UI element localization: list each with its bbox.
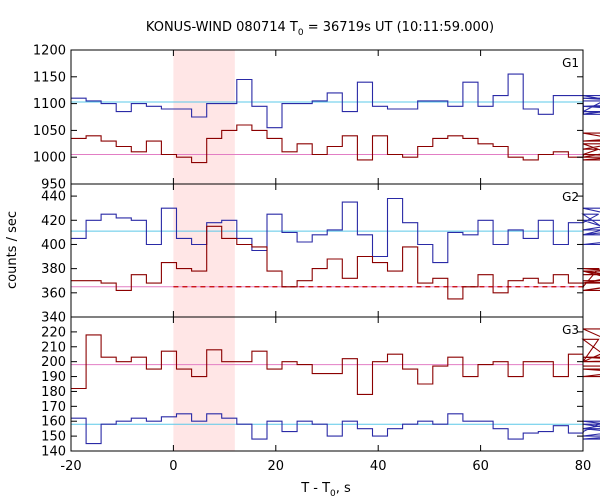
y-tick-label: 440	[41, 190, 66, 205]
burst-interval-highlight	[173, 50, 235, 451]
x-axis-title-main: T - T	[300, 481, 330, 496]
y-tick-label: 950	[41, 178, 66, 193]
y-axis-title: counts / sec	[5, 211, 20, 289]
y-tick-label: 420	[41, 214, 66, 229]
panel-frame	[70, 49, 584, 185]
panel-frame	[70, 183, 584, 318]
y-tick-label: 400	[41, 238, 66, 253]
x-tick-label: 20	[268, 459, 285, 474]
y-tick-label: 340	[41, 311, 66, 326]
series-line-2	[71, 225, 600, 300]
x-axis-title-subscript: 0	[330, 489, 336, 499]
y-tick-label: 210	[41, 340, 66, 355]
chart-title-main: KONUS-WIND 080714 T	[146, 20, 298, 35]
y-tick-label: 220	[41, 325, 66, 340]
y-tick-label: 170	[41, 400, 66, 415]
panel-g2: 340 360 380 400 420 440 G2	[41, 183, 600, 326]
y-tick-label: 1200	[33, 44, 66, 59]
y-tick-label: 1150	[33, 70, 66, 85]
panel-label: G2	[562, 190, 579, 204]
panel-g1: 950 1000 1050 1100 1150 1200 G1	[33, 44, 600, 193]
x-tick-label: 80	[575, 459, 592, 474]
chart-title: KONUS-WIND 080714 T0 = 36719s UT (10:11:…	[146, 20, 494, 38]
y-tick-label: 1050	[33, 124, 66, 139]
y-tick-label: 1000	[33, 151, 66, 166]
x-axis-title: T - T0, s	[300, 481, 351, 499]
chart-title-rest: = 36719s UT (10:11:59.000)	[304, 20, 494, 35]
series-line-1	[71, 73, 600, 129]
y-tick-label: 190	[41, 370, 66, 385]
panel-label: G1	[562, 56, 579, 70]
y-tick-label: 200	[41, 355, 66, 370]
y-tick-label: 380	[41, 262, 66, 277]
x-axis-title-rest: , s	[336, 481, 351, 496]
series-line-1	[71, 197, 600, 264]
panel-frame	[70, 316, 584, 452]
x-tick-label: 40	[370, 459, 387, 474]
chart-title-subscript: 0	[298, 28, 304, 38]
x-tick-label: 0	[169, 459, 177, 474]
y-tick-label: 150	[41, 430, 66, 445]
plot-area: 95010001050110011501200G1340360380400420…	[33, 44, 600, 474]
series-line-1	[71, 413, 600, 445]
y-tick-label: 160	[41, 415, 66, 430]
panel-label: G3	[562, 323, 579, 337]
y-tick-label: 1100	[33, 97, 66, 112]
y-tick-label: 360	[41, 286, 66, 301]
series-line-2	[71, 328, 600, 395]
series-line-2	[71, 124, 600, 164]
y-tick-label: 140	[41, 445, 66, 460]
x-tick-label: -20	[60, 459, 81, 474]
x-tick-label: 60	[472, 459, 489, 474]
y-tick-label: 180	[41, 385, 66, 400]
